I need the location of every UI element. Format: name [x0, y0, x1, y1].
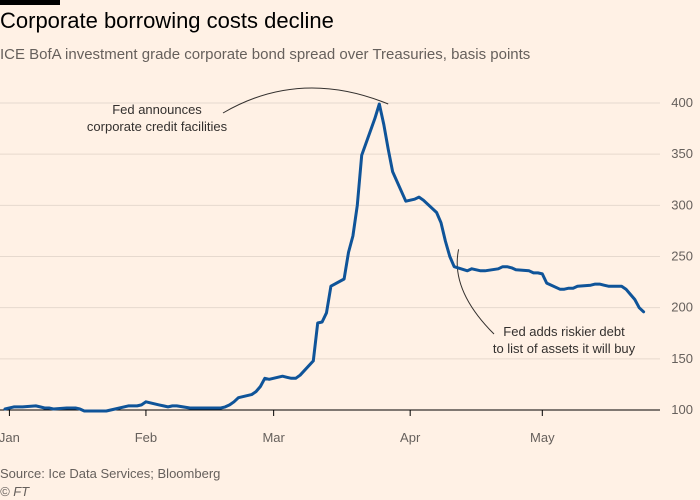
annotation-text-2: Fed adds riskier debt to list of assets i…	[493, 324, 636, 356]
chart-subtitle: ICE BofA investment grade corporate bond…	[0, 46, 531, 63]
y-tick-label-350: 350	[671, 146, 693, 161]
annotation-1-line-1: Fed announces	[112, 102, 202, 117]
annotation-2-line-2: to list of assets it will buy	[493, 341, 636, 356]
y-tick-label-300: 300	[671, 197, 693, 212]
annotation-1-line-2: corporate credit facilities	[87, 119, 228, 134]
annotation-2-line-1: Fed adds riskier debt	[503, 324, 625, 339]
annotation-text-1: Fed announces corporate credit facilities	[87, 102, 228, 134]
annotation-connector-2	[456, 249, 495, 335]
source-note: Source: Ice Data Services; Bloomberg	[0, 466, 221, 481]
y-tick-labels: 100 150 200 250 300 350 400	[671, 95, 693, 417]
x-ticks: Jan Feb Mar Apr May	[0, 410, 555, 445]
brand-bar	[0, 0, 60, 5]
annotation-connector-1	[222, 87, 389, 114]
y-tick-label-200: 200	[671, 300, 693, 315]
x-tick-label-mar: Mar	[262, 430, 285, 445]
y-tick-label-100: 100	[671, 402, 693, 417]
y-tick-label-250: 250	[671, 249, 693, 264]
annotations: Fed announces corporate credit facilities…	[87, 87, 636, 356]
x-tick-label-apr: Apr	[400, 430, 421, 445]
y-tick-label-400: 400	[671, 95, 693, 110]
series-line-0	[3, 102, 646, 413]
x-tick-label-jan: Jan	[0, 430, 20, 445]
x-tick-label-feb: Feb	[135, 430, 157, 445]
x-tick-label-may: May	[530, 430, 555, 445]
series-layer	[3, 102, 646, 413]
grid-lines	[0, 102, 660, 411]
copyright-note: © FT	[0, 484, 30, 499]
chart-title: Corporate borrowing costs decline	[0, 8, 334, 33]
y-tick-label-150: 150	[671, 351, 693, 366]
